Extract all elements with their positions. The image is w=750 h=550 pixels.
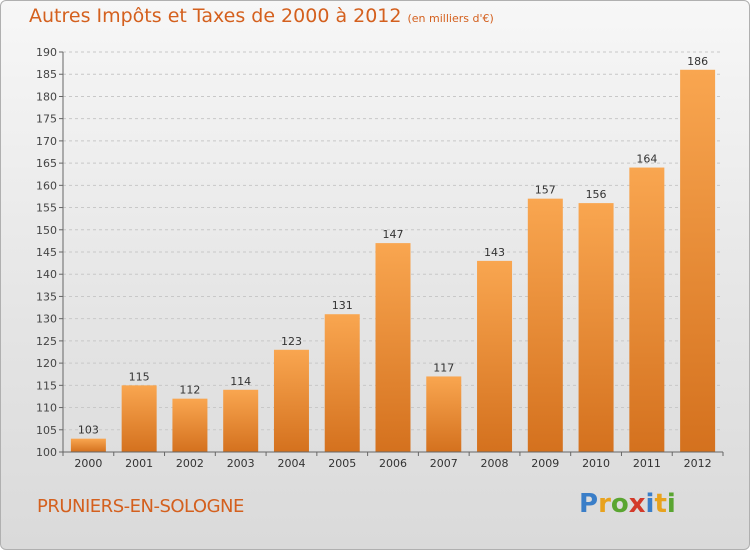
chart-title-unit: (en milliers d'€): [407, 12, 494, 25]
x-tick-label: 2001: [125, 457, 153, 470]
bar-value-label: 186: [687, 55, 708, 68]
bar-value-label: 123: [281, 335, 302, 348]
y-tick-label: 110: [36, 402, 57, 415]
bar-value-label: 164: [636, 153, 657, 166]
x-tick-label: 2008: [481, 457, 509, 470]
x-tick-label: 2004: [277, 457, 305, 470]
y-tick-label: 120: [36, 357, 57, 370]
proxiti-logo: Proxiti: [579, 489, 676, 519]
y-tick-label: 150: [36, 224, 57, 237]
bar-value-label: 103: [78, 424, 99, 437]
y-tick-label: 105: [36, 424, 57, 437]
y-tick-label: 190: [36, 46, 57, 59]
bar-value-label: 114: [230, 375, 251, 388]
bar: [223, 389, 259, 452]
y-tick-label: 145: [36, 246, 57, 259]
y-tick-label: 130: [36, 313, 57, 326]
bar-value-label: 115: [129, 370, 150, 383]
x-tick-label: 2003: [227, 457, 255, 470]
bar: [324, 314, 360, 452]
bar: [426, 376, 462, 452]
x-tick-label: 2005: [328, 457, 356, 470]
y-tick-label: 135: [36, 290, 57, 303]
logo-letter: i: [666, 489, 676, 519]
bar-value-label: 117: [433, 361, 454, 374]
y-tick-label: 140: [36, 268, 57, 281]
bar: [273, 349, 309, 452]
logo-letter: i: [645, 489, 655, 519]
logo-letter: P: [579, 489, 599, 519]
x-axis: 2000 2001 2002 2003 2004 2005 2006 2007 2008 2009…: [62, 451, 724, 470]
x-tick-label: 2000: [74, 457, 102, 470]
bar-value-label: 143: [484, 246, 505, 259]
bar-value-label: 147: [383, 228, 404, 241]
y-tick-label: 180: [36, 90, 57, 103]
x-tick-label: 2011: [633, 457, 661, 470]
logo-letter: t: [654, 489, 667, 519]
y-tick-label: 125: [36, 335, 57, 348]
bar: [375, 243, 411, 452]
chart-title: Autres Impôts et Taxes de 2000 à 2012 (en…: [29, 5, 494, 27]
y-tick-label: 165: [36, 157, 57, 170]
bar-value-label: 157: [535, 184, 556, 197]
bar: [629, 167, 665, 453]
y-tick-label: 155: [36, 202, 57, 215]
x-tick-label: 2010: [582, 457, 610, 470]
logo-letter: o: [610, 489, 629, 519]
y-tick-label: 175: [36, 113, 57, 126]
bar: [680, 69, 716, 453]
y-axis: 100 105 110 115 120 125 130 135 140 145 150 155 160 1…: [36, 46, 64, 459]
x-tick-label: 2012: [684, 457, 712, 470]
y-tick-label: 160: [36, 179, 57, 192]
y-tick-label: 170: [36, 135, 57, 148]
bar: [70, 438, 106, 452]
y-tick-label: 100: [36, 446, 57, 459]
chart-title-text: Autres Impôts et Taxes de 2000 à 2012: [29, 5, 402, 27]
bar: [527, 198, 563, 452]
bars: 103 115 112 114 123 131 147 117 143 157 156 164 186: [70, 55, 716, 453]
y-tick-label: 185: [36, 68, 57, 81]
y-tick-label: 115: [36, 379, 57, 392]
x-tick-label: 2006: [379, 457, 407, 470]
x-tick-label: 2009: [531, 457, 559, 470]
commune-name: PRUNIERS-EN-SOLOGNE: [37, 496, 244, 517]
bar-value-label: 131: [332, 299, 353, 312]
bar-value-label: 112: [179, 384, 200, 397]
logo-letter: r: [598, 489, 611, 519]
bar-value-label: 156: [586, 188, 607, 201]
bar: [477, 260, 513, 452]
logo-letter: x: [628, 489, 646, 519]
bar: [172, 398, 208, 452]
bar: [121, 385, 157, 452]
bar: [578, 203, 614, 452]
x-tick-label: 2007: [430, 457, 458, 470]
x-tick-label: 2002: [176, 457, 204, 470]
